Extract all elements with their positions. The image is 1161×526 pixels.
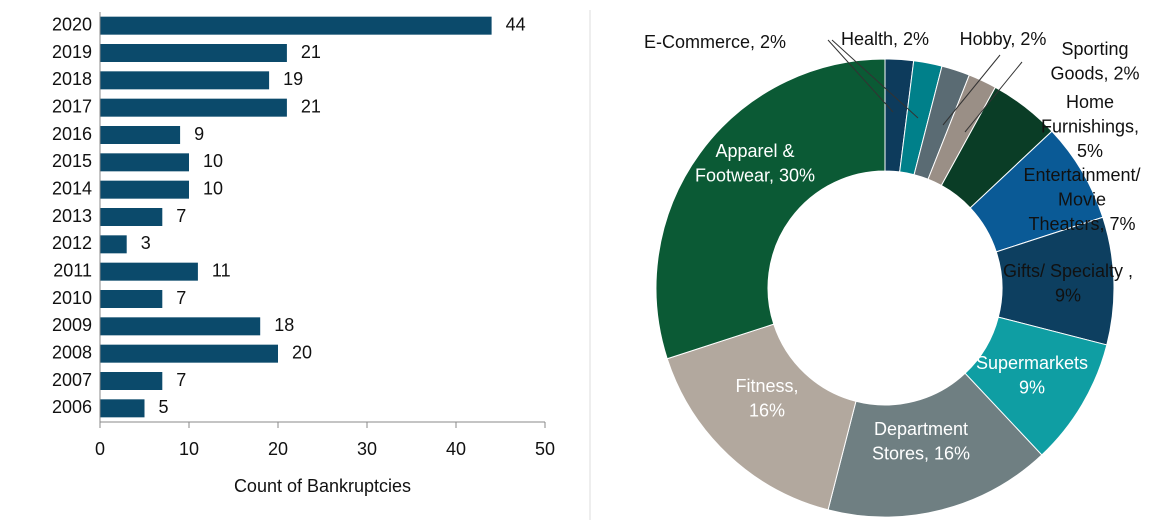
- bar: [100, 344, 278, 363]
- slice-label: Goods, 2%: [1050, 63, 1139, 83]
- donut-slice: [827, 372, 1043, 518]
- y-tick-label: 2010: [52, 288, 92, 308]
- slice-label: Stores, 16%: [872, 443, 970, 463]
- value-label: 5: [159, 397, 169, 417]
- y-tick-label: 2008: [52, 342, 92, 362]
- value-label: 10: [203, 151, 223, 171]
- bar: [100, 290, 163, 308]
- value-label: 11: [212, 260, 231, 280]
- slice-label: Supermarkets: [976, 353, 1088, 373]
- x-tick-label: 0: [95, 439, 105, 459]
- value-label: 20: [292, 342, 312, 362]
- slice-label: Gifts/ Specialty ,: [1003, 261, 1133, 281]
- slice-label: Movie: [1058, 189, 1106, 209]
- y-tick-label: 2011: [53, 260, 92, 280]
- bar: [100, 180, 189, 199]
- x-tick-label: 40: [446, 439, 466, 459]
- bar: [100, 44, 287, 62]
- donut-slice: [666, 323, 857, 511]
- y-tick-label: 2015: [52, 151, 92, 171]
- slice-label: Hobby, 2%: [960, 29, 1047, 49]
- value-label: 44: [506, 14, 526, 34]
- leader-line: [827, 39, 894, 113]
- bar: [100, 262, 198, 281]
- bar: [100, 235, 127, 254]
- x-tick-label: 10: [179, 439, 199, 459]
- slice-label: E-Commerce, 2%: [644, 32, 786, 52]
- slice-label: Department: [874, 419, 968, 439]
- donut-slice: [655, 58, 886, 360]
- y-tick-label: 2009: [52, 315, 92, 335]
- value-label: 7: [176, 206, 186, 226]
- y-tick-label: 2016: [52, 124, 92, 144]
- value-label: 7: [176, 370, 186, 390]
- slice-label: Health, 2%: [841, 29, 929, 49]
- slice-label: 9%: [1019, 377, 1045, 397]
- value-label: 10: [203, 178, 223, 198]
- slice-label: Theaters, 7%: [1028, 214, 1135, 234]
- y-tick-label: 2018: [52, 69, 92, 89]
- value-label: 21: [301, 42, 321, 62]
- y-tick-label: 2006: [52, 397, 92, 417]
- slice-label: Fitness,: [735, 376, 798, 396]
- slice-label: 9%: [1055, 285, 1081, 305]
- y-tick-label: 2019: [52, 42, 92, 62]
- x-tick-label: 20: [268, 439, 288, 459]
- slice-label: Home: [1066, 92, 1114, 112]
- leader-line: [942, 54, 1001, 126]
- slice-label: 16%: [749, 400, 785, 420]
- x-axis-label: Count of Bankruptcies: [234, 476, 411, 496]
- y-tick-label: 2020: [52, 14, 92, 34]
- bar: [100, 372, 163, 390]
- bar: [100, 153, 189, 172]
- slice-label: Apparel &: [715, 141, 794, 161]
- bar: [100, 126, 181, 144]
- value-label: 3: [141, 233, 151, 253]
- x-tick-label: 30: [357, 439, 377, 459]
- value-label: 7: [176, 288, 186, 308]
- slice-label: Footwear, 30%: [695, 165, 815, 185]
- value-label: 18: [274, 315, 294, 335]
- bar: [100, 317, 261, 336]
- y-tick-label: 2013: [52, 206, 92, 226]
- bar: [100, 98, 287, 117]
- y-tick-label: 2014: [52, 178, 92, 198]
- slice-label: Furnishings,: [1041, 116, 1139, 136]
- slice-label: Sporting: [1061, 39, 1128, 59]
- y-tick-label: 2017: [52, 96, 92, 116]
- value-label: 9: [194, 124, 204, 144]
- bar: [100, 399, 145, 418]
- bar: [100, 71, 270, 90]
- leader-line: [831, 39, 919, 119]
- value-label: 19: [283, 69, 303, 89]
- y-tick-label: 2012: [52, 233, 92, 253]
- bar: [100, 16, 492, 35]
- slice-label: Entertainment/: [1023, 165, 1140, 185]
- slice-label: 5%: [1077, 141, 1103, 161]
- y-tick-label: 2007: [52, 370, 92, 390]
- value-label: 21: [301, 96, 321, 116]
- x-tick-label: 50: [535, 439, 555, 459]
- leader-line: [964, 61, 1023, 133]
- bar: [100, 208, 163, 226]
